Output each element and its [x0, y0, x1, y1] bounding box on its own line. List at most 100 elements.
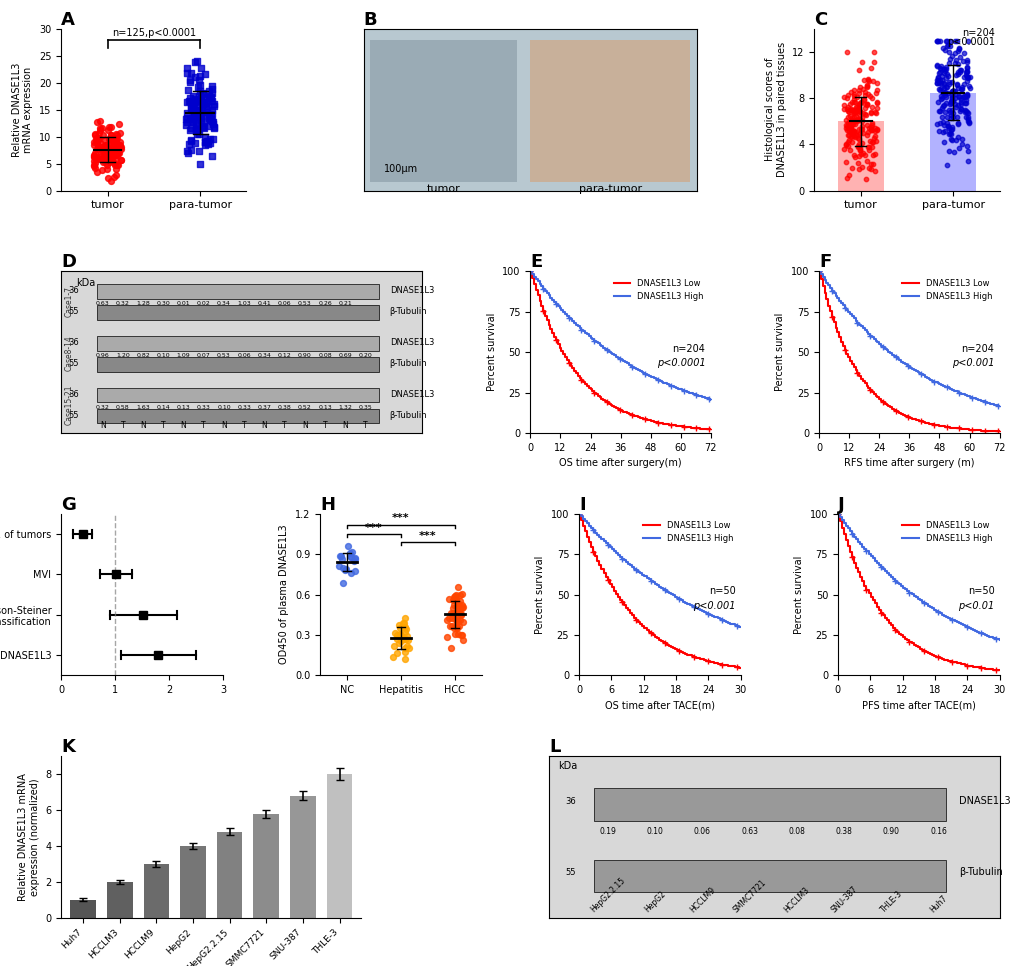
DNASE1L3 High: [524, 266, 536, 277]
Point: [936, 124, 953, 139]
Point: [862, 104, 878, 120]
Point: [846, 129, 862, 145]
Point: [199, 133, 215, 149]
Point: [863, 139, 879, 155]
Point: [959, 109, 975, 125]
Point: [396, 640, 413, 656]
Point: [855, 104, 871, 120]
Point: [928, 72, 945, 88]
Point: [857, 171, 873, 186]
Point: [204, 106, 220, 122]
Point: [945, 83, 961, 99]
Point: [859, 124, 875, 139]
Point: [868, 123, 884, 138]
Point: [941, 121, 957, 136]
Point: [440, 591, 457, 607]
Point: [845, 109, 861, 125]
Text: ***: ***: [365, 523, 382, 533]
Point: [853, 122, 869, 137]
Point: [960, 116, 976, 131]
Point: [946, 55, 962, 71]
Point: [341, 545, 358, 560]
Point: [839, 138, 855, 154]
Point: [440, 611, 457, 626]
Point: [93, 141, 109, 156]
DNASE1L3 High: [830, 508, 843, 520]
Legend: DNASE1L3 Low, DNASE1L3 High: DNASE1L3 Low, DNASE1L3 High: [640, 518, 736, 547]
DNASE1L3 Low: [974, 662, 986, 673]
DNASE1L3 Low: [734, 662, 746, 673]
Point: [950, 40, 966, 55]
Text: 0.02: 0.02: [197, 301, 211, 306]
Point: [852, 147, 868, 162]
Point: [189, 127, 205, 142]
Point: [853, 111, 869, 127]
Point: [205, 119, 221, 134]
Point: [332, 549, 348, 564]
Point: [840, 103, 856, 119]
Point: [941, 104, 957, 120]
Text: SMMC7721: SMMC7721: [731, 878, 767, 915]
Point: [934, 85, 951, 100]
Point: [196, 89, 212, 104]
Point: [392, 627, 409, 642]
Point: [852, 95, 868, 110]
Point: [449, 613, 466, 629]
Text: n=204: n=204: [961, 28, 994, 39]
DNASE1L3 High: [978, 396, 990, 408]
Point: [97, 141, 113, 156]
Text: p<0.001: p<0.001: [693, 601, 735, 611]
Point: [109, 145, 125, 160]
Point: [849, 138, 865, 154]
Point: [839, 120, 855, 135]
Point: [930, 124, 947, 139]
Point: [182, 132, 199, 148]
DNASE1L3 High: [631, 364, 643, 376]
Point: [840, 168, 856, 184]
DNASE1L3 High: [974, 628, 986, 639]
Point: [950, 89, 966, 104]
DNASE1L3 Low: [715, 659, 728, 670]
Point: [848, 103, 864, 119]
Point: [453, 586, 470, 602]
Point: [845, 114, 861, 129]
Point: [855, 71, 871, 87]
Point: [860, 139, 876, 155]
Point: [201, 110, 217, 126]
Point: [859, 72, 875, 88]
DNASE1L3 Low: [671, 644, 683, 656]
Point: [194, 101, 210, 117]
Point: [192, 69, 208, 84]
Text: T: T: [322, 421, 327, 430]
DNASE1L3 High: [927, 604, 940, 615]
Point: [943, 131, 959, 147]
Point: [206, 121, 222, 136]
Point: [931, 65, 948, 80]
Point: [849, 155, 865, 170]
Point: [845, 105, 861, 121]
Text: N: N: [342, 421, 347, 430]
Point: [100, 170, 116, 185]
Point: [98, 142, 114, 157]
Point: [951, 49, 967, 65]
Point: [853, 55, 869, 71]
Point: [943, 88, 959, 103]
Point: [944, 109, 960, 125]
Point: [346, 551, 363, 566]
Point: [453, 599, 470, 614]
Legend: DNASE1L3 Low, DNASE1L3 High: DNASE1L3 Low, DNASE1L3 High: [898, 275, 995, 304]
Point: [184, 112, 201, 128]
Point: [866, 104, 882, 120]
DNASE1L3 High: [616, 355, 629, 367]
Point: [951, 62, 967, 77]
Point: [942, 33, 958, 48]
Point: [196, 94, 212, 109]
Text: 0.32: 0.32: [116, 301, 129, 306]
DNASE1L3 High: [683, 599, 695, 611]
Text: 1.20: 1.20: [116, 353, 129, 358]
Point: [935, 104, 952, 120]
Point: [867, 105, 883, 121]
Point: [87, 149, 103, 164]
Text: F: F: [818, 253, 830, 271]
Point: [97, 154, 113, 169]
